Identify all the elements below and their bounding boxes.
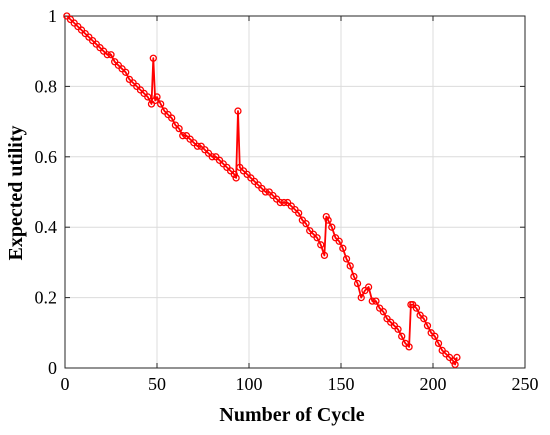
data-point: [346, 262, 354, 270]
data-point: [302, 220, 310, 228]
data-point: [151, 96, 159, 105]
x-tick-label: 0: [61, 374, 70, 394]
data-point: [379, 308, 387, 316]
y-axis-ticks: 0 0.2 0.4 0.6 0.8 1: [35, 6, 525, 378]
y-axis-label: Expected utility: [5, 126, 27, 261]
data-point: [364, 283, 373, 291]
data-point: [313, 234, 321, 242]
data-point: [350, 272, 358, 281]
data-point: [103, 51, 111, 59]
y-tick-label: 0: [48, 358, 57, 378]
series-markers: [63, 12, 461, 369]
y-tick-label: 1: [48, 6, 57, 26]
data-point: [153, 93, 161, 101]
plot-area-frame: [64, 15, 526, 369]
data-point: [394, 325, 402, 333]
data-point: [179, 132, 187, 140]
data-point: [451, 360, 459, 369]
data-point: [412, 304, 421, 312]
y-tick-label: 0.2: [35, 288, 58, 308]
data-point: [398, 332, 406, 340]
x-tick-label: 250: [512, 374, 539, 394]
data-point: [328, 223, 336, 231]
data-point: [157, 100, 165, 108]
data-point: [342, 255, 351, 263]
data-point: [295, 209, 303, 217]
data-point: [208, 153, 216, 161]
data-point: [339, 244, 347, 252]
data-point: [261, 188, 270, 196]
y-tick-label: 0.8: [35, 76, 58, 96]
data-point: [149, 54, 157, 62]
data-point: [368, 297, 376, 305]
data-point: [431, 332, 439, 340]
y-tick-label: 0.4: [35, 217, 58, 237]
data-point: [280, 198, 288, 207]
data-point: [322, 212, 330, 221]
data-point: [230, 170, 238, 179]
data-point: [144, 93, 152, 101]
data-point: [423, 322, 432, 330]
data-point: [320, 251, 329, 260]
data-point: [122, 68, 130, 76]
data-point: [168, 114, 176, 122]
data-point: [324, 216, 332, 224]
data-point: [372, 297, 380, 305]
data-point: [193, 142, 202, 150]
data-point: [357, 293, 365, 302]
data-point: [335, 237, 343, 245]
x-axis-label: Number of Cycle: [219, 404, 364, 426]
data-point: [317, 241, 325, 249]
data-point: [420, 315, 428, 323]
data-point: [276, 198, 284, 207]
data-point: [353, 279, 362, 288]
x-tick-label: 50: [148, 374, 166, 394]
data-point: [175, 124, 183, 133]
data-point: [405, 343, 413, 351]
x-tick-label: 200: [420, 374, 447, 394]
y-tick-label: 0.6: [35, 147, 58, 167]
data-point: [232, 174, 240, 182]
x-axis-ticks: 0 50 100 150 200 250: [61, 16, 539, 394]
data-point: [234, 107, 242, 115]
grid-lines: [64, 15, 526, 369]
data-point: [434, 339, 443, 348]
data-point: [107, 51, 115, 59]
x-tick-label: 100: [236, 374, 263, 394]
x-tick-label: 150: [328, 374, 355, 394]
data-point: [453, 353, 461, 362]
